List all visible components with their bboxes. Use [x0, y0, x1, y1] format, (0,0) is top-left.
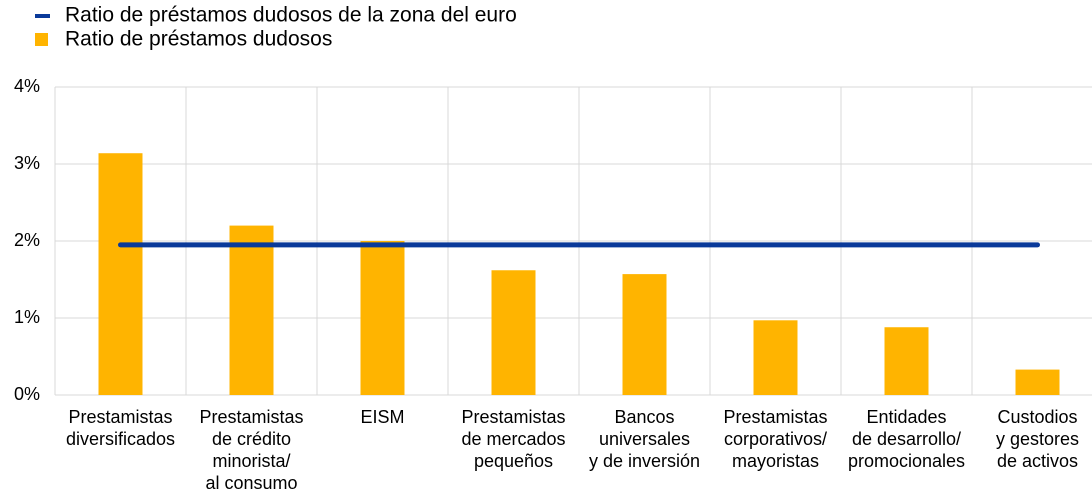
bar	[622, 274, 667, 395]
x-tick-label: de mercados	[461, 429, 565, 449]
x-tick-label: de crédito	[212, 429, 291, 449]
x-tick-label: diversificados	[66, 429, 175, 449]
bar	[360, 241, 405, 395]
x-tick-label: mayoristas	[732, 451, 819, 471]
y-tick-label: 3%	[14, 153, 40, 173]
x-tick-label: al consumo	[205, 473, 297, 493]
x-tick-label: Prestamistas	[68, 407, 172, 427]
x-tick-label: Bancos	[614, 407, 674, 427]
bar	[753, 320, 798, 395]
x-tick-label: EISM	[360, 407, 404, 427]
y-tick-label: 2%	[14, 230, 40, 250]
bar	[229, 225, 274, 395]
bar	[884, 327, 929, 395]
bar	[491, 270, 536, 395]
x-tick-label: corporativos/	[724, 429, 827, 449]
y-tick-label: 4%	[14, 76, 40, 96]
x-tick-label: de activos	[997, 451, 1078, 471]
x-tick-label: Entidades	[866, 407, 946, 427]
x-tick-label: Prestamistas	[723, 407, 827, 427]
x-tick-label: pequeños	[474, 451, 553, 471]
bar	[98, 153, 143, 395]
x-tick-label: y gestores	[996, 429, 1079, 449]
x-tick-label: universales	[599, 429, 690, 449]
x-tick-label: minorista/	[212, 451, 290, 471]
legend-bar-swatch	[35, 33, 48, 46]
x-tick-label: de desarrollo/	[852, 429, 961, 449]
y-tick-label: 1%	[14, 307, 40, 327]
legend-label: Ratio de préstamos dudosos de la zona de…	[65, 4, 517, 27]
legend-line-swatch	[35, 14, 50, 18]
x-tick-label: y de inversión	[589, 451, 700, 471]
x-tick-label: Prestamistas	[199, 407, 303, 427]
y-tick-label: 0%	[14, 384, 40, 404]
legend-label: Ratio de préstamos dudosos	[65, 28, 332, 51]
bar	[1015, 369, 1060, 395]
x-tick-label: promocionales	[848, 451, 965, 471]
x-tick-label: Custodios	[997, 407, 1077, 427]
x-tick-label: Prestamistas	[461, 407, 565, 427]
